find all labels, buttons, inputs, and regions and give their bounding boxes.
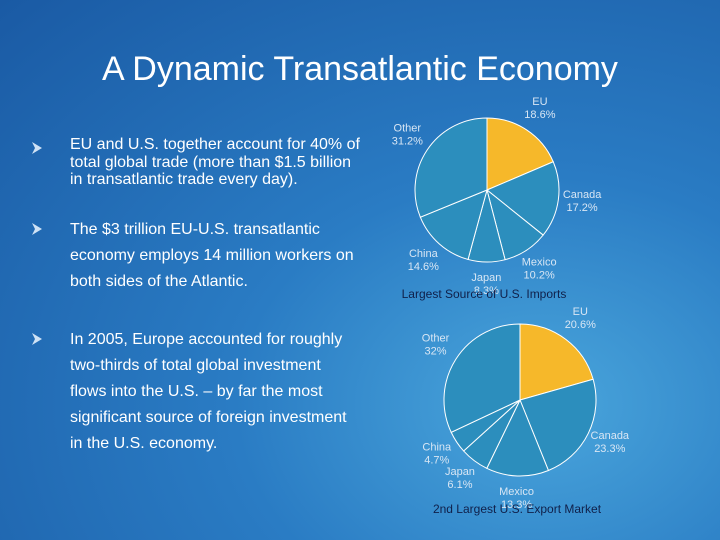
pie-slice: [414, 117, 488, 218]
slice-value: 32%: [425, 345, 447, 357]
bullet-marker: [32, 142, 42, 154]
slide-title: A Dynamic Transatlantic Economy: [102, 50, 618, 88]
slice-value: 17.2%: [567, 202, 598, 214]
pie-slice: [443, 323, 521, 434]
pie-slice: [419, 189, 488, 261]
bullet-marker: [32, 333, 42, 345]
slice-category: Canada: [591, 430, 630, 442]
pie-slice: [486, 161, 560, 236]
slice-category: China: [422, 441, 452, 453]
slice-category: Mexico: [522, 257, 557, 269]
slice-value: 18.6%: [524, 109, 555, 121]
pie-slice: [519, 378, 597, 472]
pie-title: 2nd Largest U.S. Export Market: [433, 502, 602, 516]
slice-category: Japan: [445, 466, 475, 478]
pie-slice: [486, 398, 550, 477]
bullet-text: EU and U.S. together account for 40% of …: [70, 136, 360, 188]
slice-category: EU: [573, 306, 588, 318]
slice-value: 31.2%: [392, 135, 423, 147]
slice-value: 10.2%: [524, 270, 555, 282]
slice-category: Canada: [563, 189, 602, 201]
slice-category: Mexico: [499, 486, 534, 498]
slice-category: Other: [394, 122, 422, 134]
slice-category: EU: [532, 96, 547, 108]
pie-slice: [519, 323, 594, 401]
bullet-text: In 2005, Europe accounted for roughly tw…: [70, 331, 347, 452]
slice-category: China: [409, 248, 439, 260]
slice-value: 14.6%: [408, 261, 439, 273]
bullet-marker: [32, 223, 42, 235]
slice-value: 13.3%: [501, 499, 532, 511]
slice-value: 6.1%: [447, 479, 472, 491]
pie-slice: [486, 117, 554, 191]
slice-category: Japan: [471, 272, 501, 284]
bullet-text: The $3 trillion EU-U.S. transatlantic ec…: [70, 221, 354, 290]
slice-value: 4.7%: [424, 454, 449, 466]
slice-category: Other: [422, 332, 450, 344]
pie-title: Largest Source of U.S. Imports: [402, 287, 567, 301]
slice-value: 23.3%: [594, 443, 625, 455]
slice-value: 20.6%: [565, 319, 596, 331]
slice-value: 8.3%: [474, 285, 499, 297]
